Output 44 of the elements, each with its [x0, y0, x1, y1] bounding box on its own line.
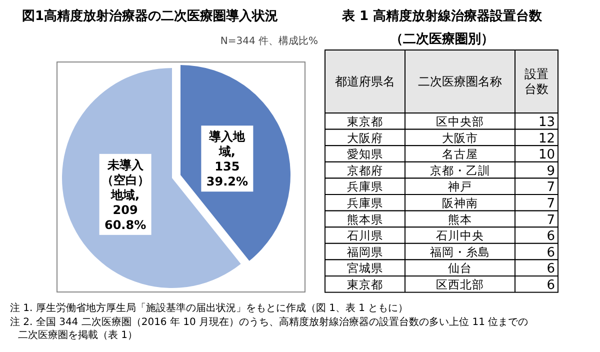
data-label: 12 [538, 131, 555, 146]
slice-label: 導入地域, 135 39.2% [206, 130, 248, 189]
data-label: 6 [546, 245, 555, 260]
category-label: 神戸 [448, 180, 472, 194]
category-label: 福岡・糸島 [430, 244, 490, 259]
category-label: 熊本 [448, 212, 472, 226]
data-label: 9 [546, 164, 555, 179]
data-label: 7 [546, 180, 555, 196]
text: 都道府県名 [335, 74, 395, 88]
category-label: 兵庫県 [347, 180, 383, 194]
category-label: 大阪府 [347, 130, 383, 145]
data-label: 6 [546, 262, 555, 277]
slice-label: 未導入（空白）地域, 209 60.8% [101, 158, 150, 232]
text: 設置台数 [524, 67, 548, 96]
category-label: 熊本県 [347, 212, 383, 226]
category-label: 東京都 [347, 114, 383, 128]
category-label: 大阪市 [442, 130, 478, 145]
text: 注 2. 全国 344 二次医療圏（2016 年 10 月現在）のうち、高精度放射線治療器の設置台数の多い上位 11 位までの二次医療圏を掲載（表 1） [10, 316, 528, 341]
data-label: 7 [546, 212, 555, 228]
data-label: 13 [538, 115, 555, 130]
chart-title: 図1高精度放射治療器の二次医療圏導入状況 [22, 8, 278, 24]
category-label: 区西北部 [436, 278, 484, 292]
data-label: 10 [538, 148, 555, 163]
text: 表 1 高精度放射線治療器設置台数 [340, 8, 544, 24]
category-label: 仙台 [448, 261, 472, 276]
category-label: 京都・乙訓 [430, 163, 490, 178]
category-label: 区中央部 [436, 114, 484, 128]
category-label: 京都府 [347, 163, 383, 178]
category-label: 宮城県 [347, 261, 383, 276]
chart-subtitle: N=344 件、構成比% [220, 35, 318, 47]
text: 注 1. 厚生労働省地方厚生局「施設基準の届出状況」をもとに作成（図 1、表 1 ともに） [10, 302, 408, 314]
category-label: 石川中央 [436, 228, 484, 243]
category-label: 兵庫県 [347, 196, 383, 210]
text: （二次医療圏別） [390, 31, 494, 47]
category-label: 福岡県 [347, 244, 383, 259]
data-label: 6 [546, 229, 555, 244]
category-label: 石川県 [347, 228, 383, 243]
text: 二次医療圏名称 [418, 74, 502, 88]
category-label: 名古屋 [442, 147, 478, 162]
data-label: 7 [546, 196, 555, 212]
category-label: 東京都 [347, 278, 383, 292]
category-label: 愛知県 [347, 147, 383, 162]
category-label: 阪神南 [442, 196, 478, 210]
data-label: 6 [546, 278, 555, 293]
